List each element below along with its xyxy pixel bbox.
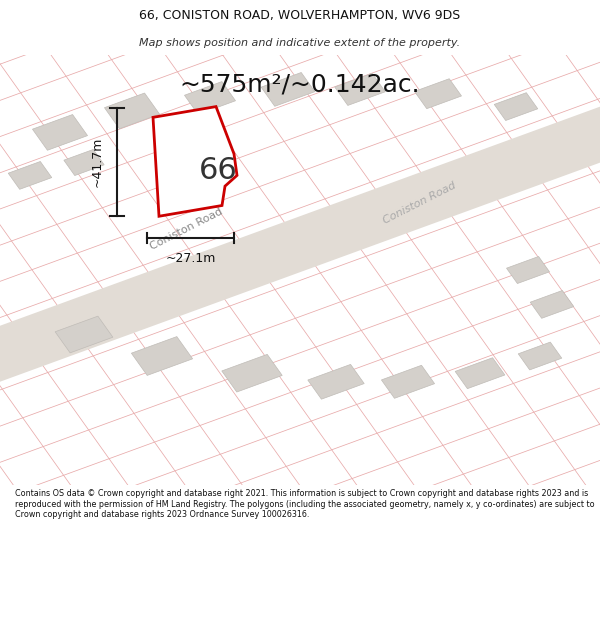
Polygon shape: [530, 291, 574, 318]
Polygon shape: [32, 114, 88, 150]
Polygon shape: [415, 79, 461, 109]
Polygon shape: [518, 342, 562, 370]
Polygon shape: [455, 357, 505, 389]
Text: Map shows position and indicative extent of the property.: Map shows position and indicative extent…: [139, 38, 461, 48]
Polygon shape: [131, 337, 193, 376]
Text: 66, CONISTON ROAD, WOLVERHAMPTON, WV6 9DS: 66, CONISTON ROAD, WOLVERHAMPTON, WV6 9D…: [139, 9, 461, 22]
Text: 66: 66: [199, 156, 238, 184]
Polygon shape: [494, 92, 538, 121]
Text: ~575m²/~0.142ac.: ~575m²/~0.142ac.: [179, 72, 421, 96]
Polygon shape: [335, 73, 385, 106]
Text: Coniston Road: Coniston Road: [148, 206, 224, 252]
Polygon shape: [261, 72, 315, 106]
Polygon shape: [0, 0, 600, 501]
Text: Contains OS data © Crown copyright and database right 2021. This information is : Contains OS data © Crown copyright and d…: [15, 489, 595, 519]
Polygon shape: [55, 316, 113, 353]
Polygon shape: [8, 161, 52, 189]
Polygon shape: [64, 149, 104, 176]
Polygon shape: [153, 107, 237, 216]
Polygon shape: [506, 256, 550, 284]
Polygon shape: [104, 93, 160, 129]
Text: ~27.1m: ~27.1m: [166, 251, 215, 264]
Text: ~41.7m: ~41.7m: [91, 137, 104, 188]
Text: Coniston Road: Coniston Road: [382, 181, 458, 226]
Polygon shape: [222, 354, 282, 392]
Polygon shape: [382, 365, 434, 398]
Polygon shape: [184, 82, 236, 114]
Polygon shape: [308, 364, 364, 399]
